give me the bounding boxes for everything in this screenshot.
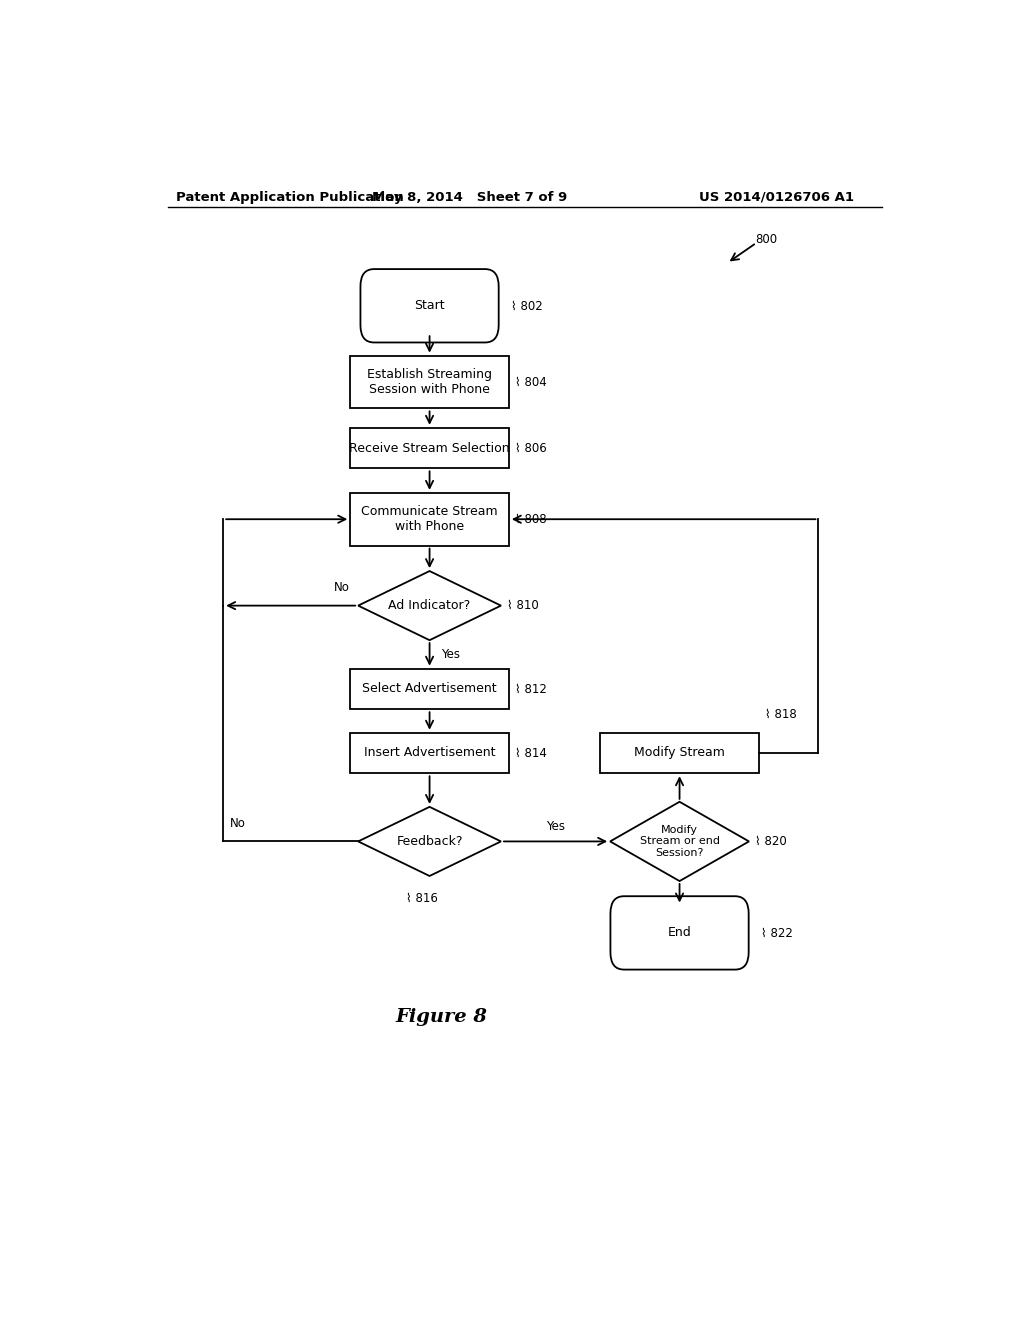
Text: US 2014/0126706 A1: US 2014/0126706 A1: [699, 190, 854, 203]
Text: End: End: [668, 927, 691, 940]
Text: Modify Stream: Modify Stream: [634, 747, 725, 759]
Text: Patent Application Publication: Patent Application Publication: [176, 190, 403, 203]
Text: Receive Stream Selection: Receive Stream Selection: [349, 442, 510, 454]
FancyBboxPatch shape: [350, 733, 509, 774]
Text: ⌇ 818: ⌇ 818: [765, 708, 797, 721]
Text: ⌇ 802: ⌇ 802: [511, 300, 543, 313]
Text: Modify
Stream or end
Session?: Modify Stream or end Session?: [640, 825, 720, 858]
FancyBboxPatch shape: [350, 355, 509, 408]
Text: ⌇ 814: ⌇ 814: [515, 747, 547, 759]
Polygon shape: [610, 801, 749, 880]
Text: Select Advertisement: Select Advertisement: [362, 682, 497, 696]
FancyBboxPatch shape: [610, 896, 749, 970]
FancyBboxPatch shape: [350, 492, 509, 545]
Text: Start: Start: [415, 300, 444, 313]
Text: ⌇ 806: ⌇ 806: [515, 442, 547, 454]
Text: Yes: Yes: [546, 820, 565, 833]
FancyBboxPatch shape: [350, 669, 509, 709]
Text: Communicate Stream
with Phone: Communicate Stream with Phone: [361, 506, 498, 533]
Text: ⌇ 816: ⌇ 816: [406, 892, 437, 904]
Text: ⌇ 812: ⌇ 812: [515, 682, 547, 696]
Text: ⌇ 820: ⌇ 820: [756, 836, 787, 847]
Text: No: No: [229, 817, 246, 830]
Text: Figure 8: Figure 8: [395, 1008, 487, 1026]
Text: Establish Streaming
Session with Phone: Establish Streaming Session with Phone: [367, 368, 493, 396]
FancyBboxPatch shape: [600, 733, 759, 774]
Text: ⌇ 804: ⌇ 804: [515, 375, 547, 388]
Text: Ad Indicator?: Ad Indicator?: [388, 599, 471, 612]
Text: May 8, 2014   Sheet 7 of 9: May 8, 2014 Sheet 7 of 9: [372, 190, 567, 203]
Text: Feedback?: Feedback?: [396, 836, 463, 847]
Text: ⌇ 810: ⌇ 810: [507, 599, 539, 612]
Text: Yes: Yes: [441, 648, 461, 661]
Polygon shape: [358, 572, 501, 640]
Text: 800: 800: [755, 234, 777, 247]
FancyBboxPatch shape: [360, 269, 499, 342]
Text: ⌇ 808: ⌇ 808: [515, 512, 547, 525]
Text: No: No: [334, 581, 350, 594]
Polygon shape: [358, 807, 501, 876]
Text: ⌇ 822: ⌇ 822: [761, 927, 794, 940]
FancyBboxPatch shape: [350, 428, 509, 469]
Text: Insert Advertisement: Insert Advertisement: [364, 747, 496, 759]
